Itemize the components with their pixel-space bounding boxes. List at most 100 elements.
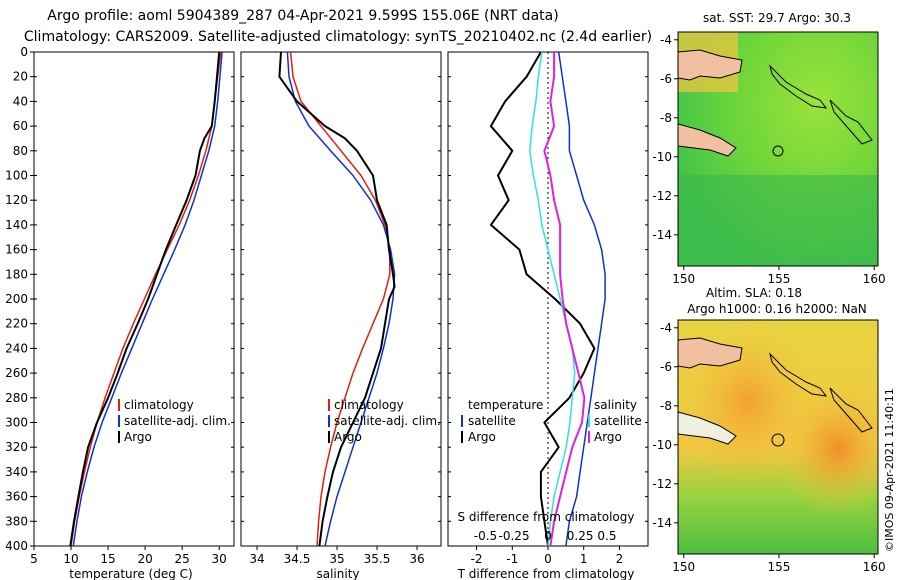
sla-map-title1: Altim. SLA: 0.18 xyxy=(706,286,802,300)
legend-label-temp-argo: Argo xyxy=(468,430,496,444)
legend-swatch-climatology xyxy=(118,399,120,411)
imos-watermark: ©IMOS 09-Apr-2021 11:40:11 xyxy=(883,388,896,552)
x-axes: 5 10 15 20 25 30 34 34.5 35 35.5 36 -2 -1 0 1 2 -0.5 -0.2… xyxy=(30,529,623,566)
depth-tick-label: 260 xyxy=(5,366,28,380)
map-y-tick-label: -12 xyxy=(652,477,672,491)
sla-map-axes: -4 -6 -8 -10 -12 -14 150 155 160 xyxy=(652,321,885,574)
temperature-legend: climatology satellite-adj. clim. Argo xyxy=(118,398,231,444)
depth-tick-label: 60 xyxy=(13,119,28,133)
x-tick-label: 30 xyxy=(212,552,227,566)
header-line2: Climatology: CARS2009. Satellite-adjuste… xyxy=(24,29,652,45)
difference-xlabel: T difference from climatology xyxy=(457,567,635,580)
legend-swatch-argo xyxy=(328,431,330,443)
map-x-tick-label: 150 xyxy=(672,272,695,286)
depth-tick-label: 20 xyxy=(13,70,28,84)
map-y-tick-label: -4 xyxy=(660,321,672,335)
depth-tick-label: 140 xyxy=(5,218,28,232)
s-difference-label: S difference from climatology xyxy=(458,510,635,524)
header-line1: Argo profile: aoml 5904389_287 04-Apr-20… xyxy=(47,8,558,24)
series-line-salinity-satellite xyxy=(529,52,576,546)
map-y-tick-label: -10 xyxy=(652,438,672,452)
legend-swatch-satellite xyxy=(118,415,120,427)
x-tick-label: -1 xyxy=(506,552,518,566)
depth-tick-label: 340 xyxy=(5,465,28,479)
depth-tick-label: 280 xyxy=(5,391,28,405)
x-tick-label: 15 xyxy=(100,552,115,566)
s-tick-label: 0 xyxy=(544,529,552,543)
temperature-xlabel: temperature (deg C) xyxy=(69,567,192,580)
map-x-tick-label: 150 xyxy=(672,560,695,574)
sla-map xyxy=(678,320,878,554)
sla-map-title2: Argo h1000: 0.16 h2000: NaN xyxy=(687,302,867,316)
sst-map-title: sat. SST: 29.7 Argo: 30.3 xyxy=(703,11,851,25)
series-line-temperature-satellite xyxy=(557,52,606,546)
series-line-argo xyxy=(278,52,396,546)
legend-label-satellite: satellite-adj. clim. xyxy=(124,414,231,428)
depth-tick-label: 160 xyxy=(5,243,28,257)
legend-label-sal-satellite: satellite xyxy=(594,414,642,428)
map-x-tick-label: 155 xyxy=(767,272,790,286)
map-x-tick-label: 160 xyxy=(863,560,886,574)
depth-tick-label: 80 xyxy=(13,144,28,158)
land-new-britain xyxy=(769,64,828,109)
depth-axis: 0 20 40 60 80 100 120 140 160 180 200 220 240 260 280 3… xyxy=(5,45,648,553)
map-y-tick-label: -6 xyxy=(660,72,672,86)
series-line-temperature-argo xyxy=(489,52,596,546)
land-bougainville xyxy=(829,99,873,145)
depth-tick-label: 300 xyxy=(5,416,28,430)
x-tick-label: 5 xyxy=(30,552,38,566)
series-line-climatology xyxy=(289,52,391,546)
land-new-guinea xyxy=(678,337,743,369)
x-tick-label: 1 xyxy=(580,552,588,566)
legend-label-satellite: satellite-adj. clim. xyxy=(334,414,441,428)
series-line-argo xyxy=(69,52,221,546)
sst-map-frame xyxy=(677,31,879,267)
land-new-guinea xyxy=(678,49,743,81)
map-y-tick-label: -8 xyxy=(660,399,672,413)
x-tick-label: 36 xyxy=(409,552,424,566)
x-tick-label: 10 xyxy=(63,552,78,566)
profile-location-marker xyxy=(771,433,785,447)
depth-tick-label: 400 xyxy=(5,539,28,553)
legend-title-temperature: temperature xyxy=(468,398,543,412)
s-tick-label: 0.5 xyxy=(597,529,616,543)
depth-tick-label: 360 xyxy=(5,490,28,504)
depth-tick-label: 240 xyxy=(5,341,28,355)
difference-temperature-legend: temperature satellite Argo xyxy=(461,398,543,444)
x-tick-label: 35 xyxy=(329,552,344,566)
salinity-panel xyxy=(240,51,442,547)
profile-location-marker xyxy=(772,145,784,157)
legend-label-temp-satellite: satellite xyxy=(468,414,516,428)
map-y-tick-label: -8 xyxy=(660,111,672,125)
sst-cool-band xyxy=(678,175,878,266)
map-x-tick-label: 155 xyxy=(767,560,790,574)
sla-map-frame xyxy=(677,319,879,555)
map-y-tick-label: -12 xyxy=(652,189,672,203)
land-new-britain xyxy=(769,352,828,397)
x-tick-label: 0 xyxy=(544,552,552,566)
salinity-legend: climatology satellite-adj. clim. Argo xyxy=(328,398,441,444)
x-tick-label: 20 xyxy=(137,552,152,566)
x-tick-label: 34.5 xyxy=(284,552,311,566)
legend-label-sal-argo: Argo xyxy=(594,430,622,444)
salinity-xlabel: salinity xyxy=(316,567,359,580)
map-y-tick-label: -6 xyxy=(660,360,672,374)
land-bougainville xyxy=(829,387,873,433)
series-line-satellite-adj-clim- xyxy=(286,52,396,546)
legend-swatch-sal-satellite xyxy=(588,415,590,427)
legend-label-climatology: climatology xyxy=(334,398,404,412)
land-louisiade xyxy=(678,123,737,157)
legend-label-argo: Argo xyxy=(124,430,152,444)
map-y-tick-label: -4 xyxy=(660,33,672,47)
salinity-plot xyxy=(278,52,396,546)
legend-swatch-climatology xyxy=(328,399,330,411)
legend-swatch-temp-argo xyxy=(461,431,463,443)
temperature-plot xyxy=(69,52,223,546)
depth-tick-label: 120 xyxy=(5,193,28,207)
depth-tick-label: 320 xyxy=(5,440,28,454)
depth-tick-label: 100 xyxy=(5,169,28,183)
depth-tick-label: 40 xyxy=(13,94,28,108)
map-y-tick-label: -14 xyxy=(652,228,672,242)
legend-title-salinity: salinity xyxy=(594,398,637,412)
